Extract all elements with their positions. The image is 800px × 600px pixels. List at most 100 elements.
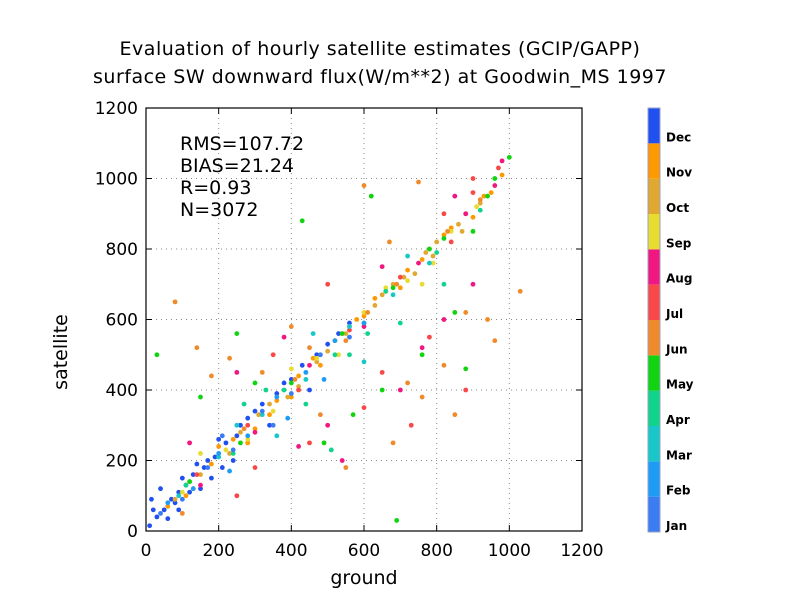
data-point-may <box>379 387 385 393</box>
colorbar-label: Mar <box>666 448 692 462</box>
data-point-may <box>492 176 498 181</box>
data-point-apr <box>383 288 389 294</box>
data-point-dec <box>299 362 305 368</box>
data-point-aug <box>441 317 447 322</box>
data-point-oct <box>430 253 436 259</box>
data-point-nov <box>216 444 222 449</box>
y-tick-label: 200 <box>106 452 138 472</box>
data-point-jul <box>470 176 476 181</box>
data-point-oct <box>423 250 429 255</box>
data-point-sep <box>419 281 425 287</box>
colorbar-label: Jan <box>665 519 687 533</box>
data-point-may <box>441 236 447 241</box>
data-point-may <box>339 331 345 336</box>
data-point-oct <box>172 496 178 502</box>
data-point-nov <box>481 193 487 199</box>
data-point-apr <box>328 447 334 453</box>
data-point-jun <box>172 299 178 305</box>
data-point-feb <box>165 500 171 506</box>
data-point-oct <box>343 331 349 336</box>
data-point-apr <box>241 401 247 407</box>
data-point-feb <box>216 451 222 456</box>
data-point-aug <box>339 458 345 463</box>
data-point-jun <box>361 183 367 188</box>
y-axis-ticks: 0 200 400 600 800 1000 1200 <box>95 99 582 542</box>
data-point-dec <box>336 331 341 336</box>
data-point-may <box>485 193 490 199</box>
data-point-apr <box>230 451 236 456</box>
data-point-aug <box>187 440 193 446</box>
data-point-aug <box>416 260 421 266</box>
data-point-oct <box>285 394 291 400</box>
data-point-dec <box>172 500 178 506</box>
data-point-jun <box>194 345 200 351</box>
data-point-jun <box>259 369 265 375</box>
data-point-may <box>350 412 356 418</box>
data-point-jun <box>394 281 400 287</box>
data-point-jun <box>441 362 447 368</box>
data-point-nov <box>274 398 280 403</box>
data-point-jun <box>227 355 232 361</box>
data-point-aug <box>325 422 331 428</box>
colorbar-swatch-mar <box>648 426 660 462</box>
data-point-jul <box>325 281 331 287</box>
data-point-jun <box>292 377 298 382</box>
data-point-jun <box>445 228 450 234</box>
data-point-nov <box>310 355 316 361</box>
x-tick-label: 400 <box>275 541 307 561</box>
data-point-oct <box>296 384 301 389</box>
colorbar-label: Dec <box>666 130 691 144</box>
colorbar-swatch-jul <box>648 284 660 320</box>
data-point-may <box>463 366 469 372</box>
data-point-feb <box>274 394 280 400</box>
data-point-feb <box>321 377 327 382</box>
y-tick-label: 1200 <box>95 99 138 119</box>
data-point-may <box>299 218 305 224</box>
data-point-oct <box>256 412 262 418</box>
data-point-oct <box>401 274 407 280</box>
colorbar-label: Jul <box>665 307 683 321</box>
data-point-jan <box>347 334 352 340</box>
data-point-mar <box>390 292 396 298</box>
data-point-sep <box>383 285 389 291</box>
colorbar-swatch-dec <box>648 108 660 144</box>
data-point-oct <box>372 303 378 308</box>
data-point-dec <box>259 401 265 407</box>
data-point-dec <box>205 458 211 463</box>
data-point-nov <box>499 172 505 178</box>
x-axis-ticks: 0 200 400 600 800 1000 1200 <box>141 108 604 561</box>
data-point-sep <box>361 310 367 315</box>
data-point-may <box>238 440 243 446</box>
data-point-nov <box>230 436 236 442</box>
data-point-dec <box>201 465 207 470</box>
data-point-nov <box>288 394 294 400</box>
data-point-oct <box>314 359 320 365</box>
data-point-dec <box>150 507 156 513</box>
x-tick-label: 200 <box>202 541 234 561</box>
y-tick-label: 1000 <box>95 170 138 190</box>
data-point-jan <box>205 465 211 470</box>
data-point-mar <box>361 359 367 365</box>
data-point-jun <box>517 288 523 294</box>
stat-line: N=3072 <box>180 199 259 221</box>
data-point-nov <box>448 225 454 231</box>
data-point-oct <box>412 271 418 277</box>
data-point-nov <box>183 493 189 499</box>
data-point-may <box>154 352 160 358</box>
x-tick-label: 1200 <box>560 541 603 561</box>
data-point-oct <box>379 292 385 298</box>
data-point-jan <box>318 352 323 358</box>
data-point-dec <box>176 489 182 495</box>
data-point-apr <box>183 482 189 488</box>
colorbar-swatch-jan <box>648 496 660 532</box>
x-tick-label: 600 <box>348 541 380 561</box>
data-point-jul <box>441 211 447 217</box>
data-point-dec <box>187 489 193 495</box>
data-point-dec <box>216 436 222 442</box>
data-point-may <box>470 228 476 234</box>
data-point-mar <box>303 377 309 382</box>
colorbar-swatch-aug <box>648 249 660 285</box>
data-point-apr <box>303 401 309 407</box>
data-point-jun <box>307 345 312 351</box>
